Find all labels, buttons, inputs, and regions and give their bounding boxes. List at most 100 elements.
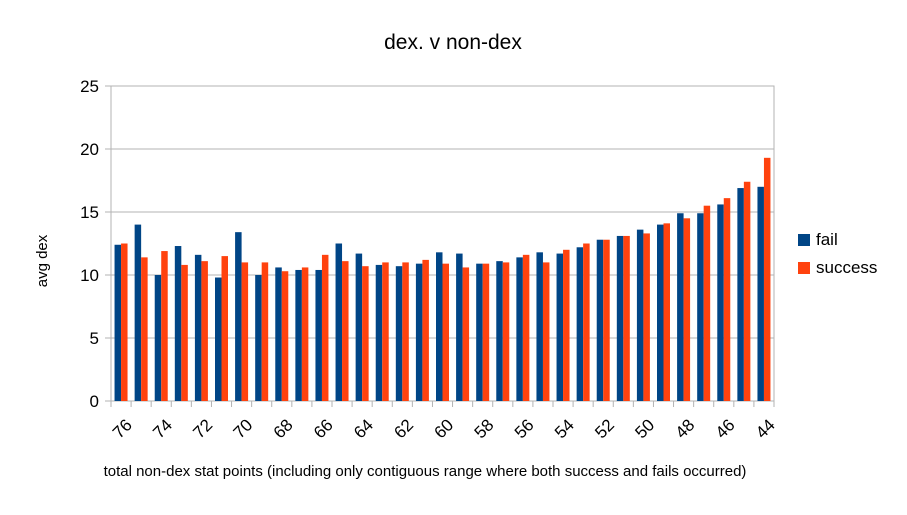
x-axis-label: total non-dex stat points (including onl… <box>104 463 747 480</box>
bar-fail <box>134 224 142 401</box>
legend-swatch-fail <box>798 234 810 246</box>
y-tick-label: 10 <box>80 266 99 285</box>
bar-fail <box>697 213 704 401</box>
bar-fail <box>415 263 423 401</box>
bar-success <box>603 239 610 401</box>
bar-fail <box>114 244 122 401</box>
bar-fail <box>395 266 403 401</box>
bar-success <box>542 262 550 401</box>
bar-fail <box>737 188 744 401</box>
bar-fail <box>677 213 684 401</box>
bar-fail <box>496 261 503 401</box>
bar-fail <box>375 264 383 401</box>
bar-fail <box>576 247 584 401</box>
bar-fail <box>436 252 443 401</box>
bar-success <box>683 218 691 401</box>
x-tick-label: 72 <box>189 415 216 442</box>
y-tick-label: 25 <box>80 77 99 96</box>
bar-success <box>643 233 650 401</box>
bar-success <box>281 271 289 401</box>
bar-success <box>362 266 369 401</box>
bar-fail <box>657 224 664 401</box>
bar-success <box>723 198 731 401</box>
bar-success <box>181 264 188 401</box>
bar-success <box>763 157 771 401</box>
y-tick-label: 5 <box>90 329 99 348</box>
bar-success <box>482 263 490 401</box>
x-tick-label: 56 <box>511 415 538 442</box>
legend-label-success: success <box>816 258 877 277</box>
chart-title: dex. v non-dex <box>384 31 522 54</box>
bars <box>114 157 771 401</box>
y-tick-label: 0 <box>90 392 99 411</box>
bar-success <box>462 267 470 401</box>
bar-fail <box>194 254 202 401</box>
bar-success <box>502 262 510 401</box>
bar-success <box>442 263 449 401</box>
x-tick-label: 64 <box>350 415 377 442</box>
bar-fail <box>556 253 564 401</box>
bar-success <box>201 261 208 401</box>
bar-success <box>261 262 269 401</box>
x-tick-label: 50 <box>631 415 658 442</box>
bar-fail <box>215 277 222 401</box>
bar-fail <box>235 232 242 401</box>
y-tick-label: 20 <box>80 140 99 159</box>
bar-fail <box>456 253 463 401</box>
bar-fail <box>154 275 162 401</box>
bar-fail <box>335 243 343 401</box>
x-tick-label: 70 <box>230 415 257 442</box>
x-tick-label: 76 <box>109 415 136 442</box>
x-tick-label: 52 <box>591 415 618 442</box>
y-tick-label: 15 <box>80 203 99 222</box>
x-tick-label: 48 <box>672 415 699 442</box>
bar-fail <box>255 275 262 401</box>
bar-success <box>522 254 530 401</box>
legend-label-fail: fail <box>816 230 838 249</box>
bar-fail <box>616 235 624 401</box>
bar-fail <box>717 204 724 401</box>
bar-success <box>241 262 249 401</box>
bar-success <box>382 262 389 401</box>
bar-success <box>321 254 329 401</box>
bar-success <box>623 235 630 401</box>
bar-success <box>301 267 309 401</box>
bar-fail <box>295 269 302 401</box>
bar-success <box>663 223 670 401</box>
x-tick-label: 68 <box>270 415 297 442</box>
bar-success <box>342 261 349 401</box>
bar-fail <box>596 239 604 401</box>
bar-fail <box>355 253 363 401</box>
bar-success <box>703 205 711 401</box>
y-axis-label: avg dex <box>34 234 51 287</box>
bar-success <box>743 181 751 401</box>
bar-success <box>221 256 228 401</box>
x-tick-label: 74 <box>149 415 176 442</box>
bar-fail <box>174 246 182 401</box>
x-tick-label: 60 <box>431 415 458 442</box>
bar-success <box>563 249 570 401</box>
x-tick-label: 54 <box>551 415 578 442</box>
x-tick-label: 46 <box>712 415 739 442</box>
x-tick-label: 58 <box>471 415 498 442</box>
x-tick-label: 66 <box>310 415 337 442</box>
bar-fail <box>275 267 282 401</box>
x-tick-label: 62 <box>390 415 417 442</box>
bar-fail <box>516 257 523 401</box>
bar-fail <box>757 186 764 401</box>
bar-fail <box>315 269 322 401</box>
bar-success <box>583 243 590 401</box>
bar-success <box>141 257 148 401</box>
bar-fail <box>636 229 644 401</box>
bar-success <box>402 262 409 401</box>
axes: 0 5 10 15 20 25 76 74 72 70 68 66 64 62 60 58 56 54 52 50 48… <box>80 77 779 442</box>
bar-fail <box>476 263 483 401</box>
bar-success <box>121 243 128 401</box>
legend: fail success <box>798 230 877 277</box>
x-tick-label: 44 <box>752 415 779 442</box>
bar-success <box>422 259 429 401</box>
legend-swatch-success <box>798 262 810 274</box>
bar-fail <box>536 252 543 401</box>
